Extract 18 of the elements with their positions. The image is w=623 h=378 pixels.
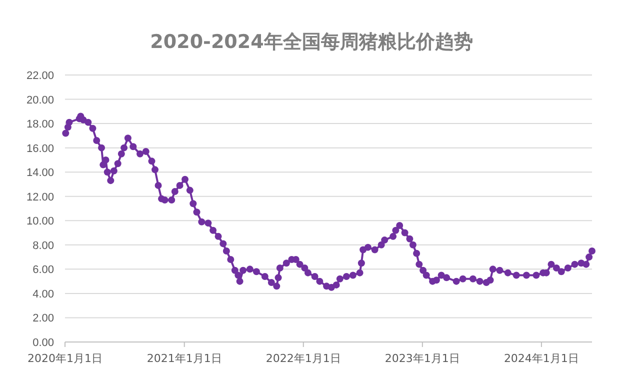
chart-title: 2020-2024年全国每周猪粮比价趋势 <box>150 31 473 53</box>
x-tick-label: 2024年1月1日 <box>504 352 579 365</box>
y-tick-label: 4.00 <box>32 288 54 300</box>
y-tick-label: 20.00 <box>26 94 54 106</box>
y-tick-label: 12.00 <box>26 191 54 204</box>
y-tick-label: 10.00 <box>26 216 54 228</box>
y-tick-label: 0.00 <box>32 337 54 349</box>
y-tick-label: 22.00 <box>26 70 54 82</box>
x-tick-label: 2023年1月1日 <box>384 352 460 365</box>
y-tick-label: 18.00 <box>26 118 54 131</box>
x-tick-label: 2022年1月1日 <box>266 352 341 365</box>
y-tick-label: 14.00 <box>26 167 54 180</box>
x-tick-label: 2020年1月1日 <box>28 352 102 365</box>
y-tick-label: 6.00 <box>32 264 54 276</box>
y-tick-label: 16.00 <box>26 142 54 155</box>
x-tick-label: 2021年1月1日 <box>146 352 222 365</box>
y-tick-label: 2.00 <box>32 312 54 325</box>
y-tick-label: 8.00 <box>32 240 54 252</box>
